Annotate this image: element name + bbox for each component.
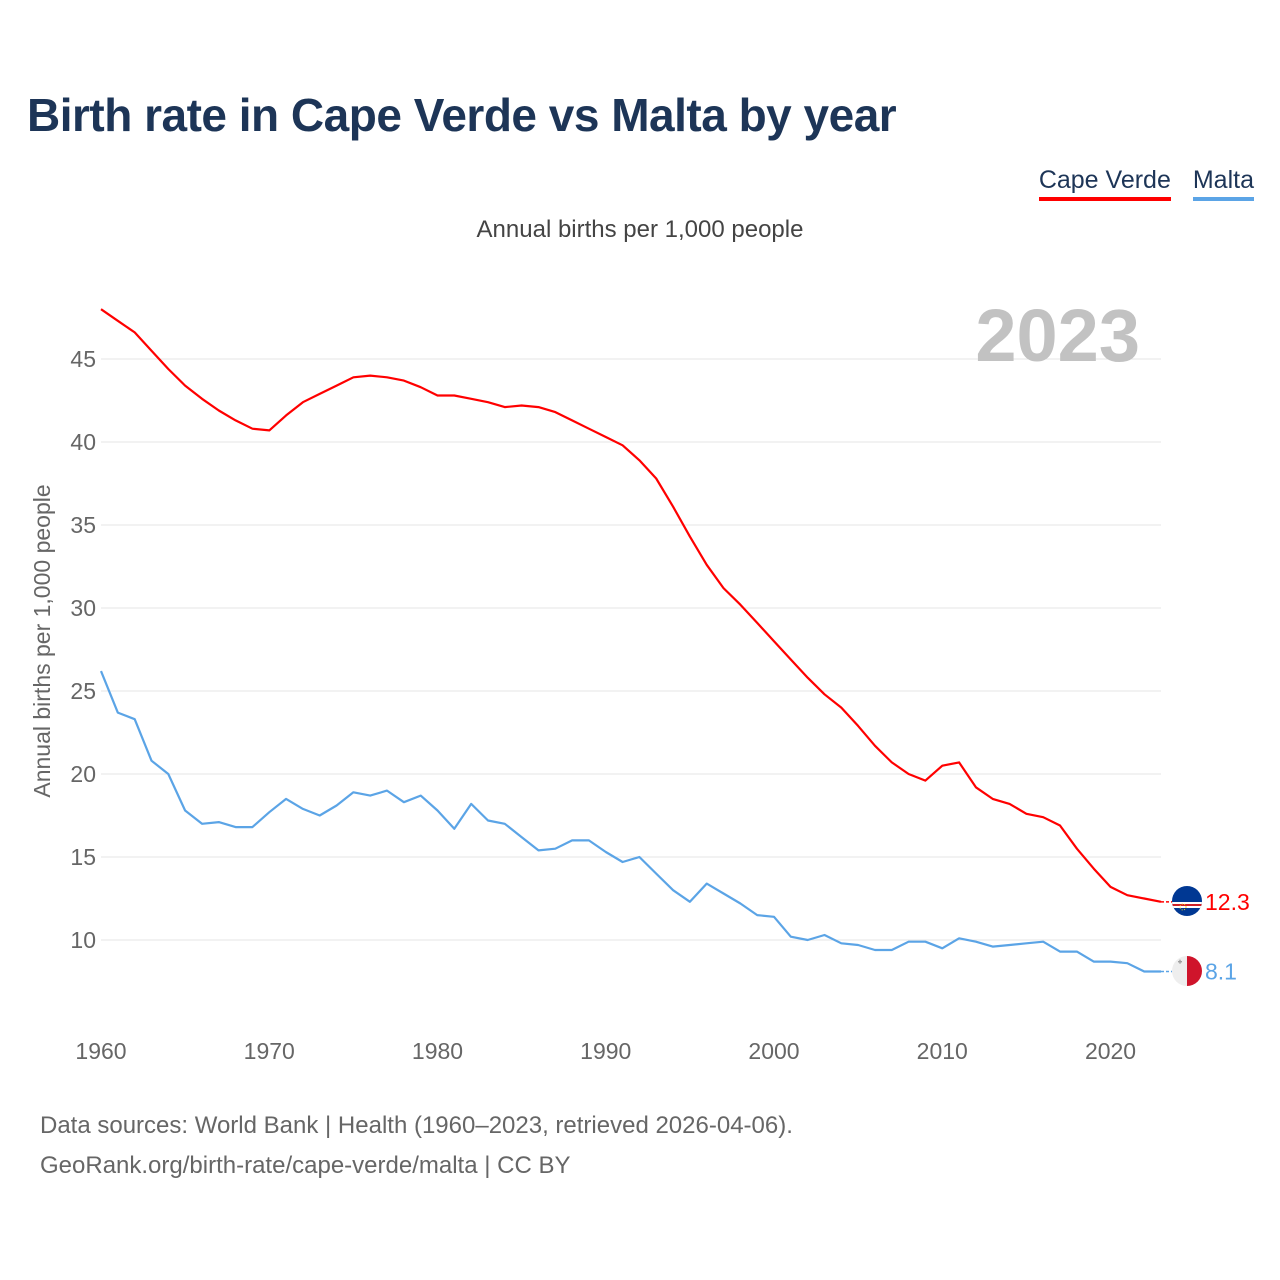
x-tick-label: 2000 xyxy=(748,1038,799,1064)
y-tick-label: 15 xyxy=(70,844,96,870)
x-tick-label: 1970 xyxy=(244,1038,295,1064)
y-axis-label: Annual births per 1,000 people xyxy=(29,484,55,797)
chart-title: Birth rate in Cape Verde vs Malta by yea… xyxy=(27,89,897,141)
x-tick-label: 2010 xyxy=(917,1038,968,1064)
x-tick-label: 1990 xyxy=(580,1038,631,1064)
series-line-cape-verde xyxy=(100,308,1162,903)
y-tick-label: 25 xyxy=(70,678,96,704)
y-axis-ticks: 10 15 20 25 30 35 40 45 xyxy=(70,346,96,953)
footer: Data sources: World Bank | Health (1960–… xyxy=(40,1106,793,1186)
end-labels: 12.3 8.1 xyxy=(1205,889,1250,985)
series-group xyxy=(99,308,1172,973)
y-tick-label: 30 xyxy=(70,595,96,621)
year-watermark: 2023 xyxy=(975,294,1140,377)
end-markers xyxy=(1172,886,1202,986)
x-tick-label: 1980 xyxy=(412,1038,463,1064)
series-line-malta xyxy=(99,670,1161,973)
y-tick-label: 35 xyxy=(70,512,96,538)
x-tick-label: 1960 xyxy=(75,1038,126,1064)
data-source-text: Data sources: World Bank | Health (1960–… xyxy=(40,1112,793,1139)
legend: Cape Verde Malta xyxy=(1038,166,1254,201)
cape-verde-flag-icon xyxy=(1172,886,1202,916)
malta-flag-icon xyxy=(1172,956,1202,986)
x-tick-label: 2020 xyxy=(1085,1038,1136,1064)
end-label-malta: 8.1 xyxy=(1205,959,1237,985)
y-tick-label: 45 xyxy=(70,346,96,372)
end-label-cape-verde: 12.3 xyxy=(1205,889,1250,915)
chart-subtitle: Annual births per 1,000 people xyxy=(476,216,804,243)
y-tick-label: 20 xyxy=(70,761,96,787)
y-tick-label: 40 xyxy=(70,429,96,455)
legend-item-malta[interactable]: Malta xyxy=(1192,166,1254,201)
source-url-text: GeoRank.org/birth-rate/cape-verde/malta … xyxy=(40,1152,571,1179)
legend-item-cape-verde[interactable]: Cape Verde xyxy=(1038,166,1171,201)
x-axis-ticks: 1960 1970 1980 1990 2000 2010 2020 xyxy=(75,1038,1136,1064)
grid-lines xyxy=(101,358,1161,941)
y-tick-label: 10 xyxy=(70,927,96,953)
